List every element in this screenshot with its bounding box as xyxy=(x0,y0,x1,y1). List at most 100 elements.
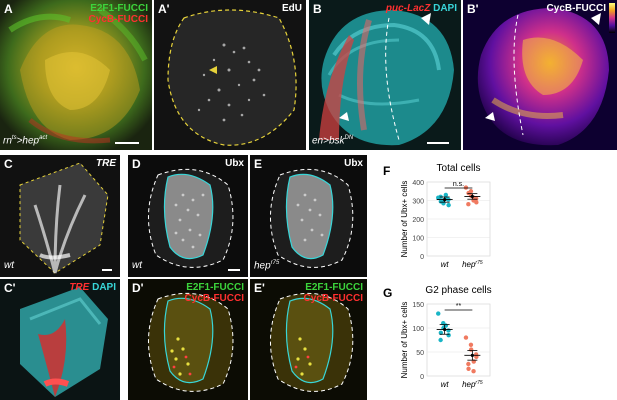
panel-a-channels: E2F1-FUCCI CycB-FUCCI xyxy=(89,3,148,25)
panel-a-prime: EdU A' xyxy=(154,0,306,150)
y-tick-label: 150 xyxy=(412,302,424,309)
y-tick-label: 100 xyxy=(412,326,424,333)
panel-b: puc-LacZ DAPI B en>bskDN xyxy=(309,0,461,150)
panel-label-f: F xyxy=(383,164,391,178)
data-point xyxy=(446,333,451,338)
channel-label-dapi: DAPI xyxy=(433,3,457,14)
panel-e-genotype: hepr75 xyxy=(254,259,280,271)
channel-label-cycb: CycB-FUCCI xyxy=(88,14,148,25)
panel-c-prime-image xyxy=(20,287,108,397)
panel-c-prime: TRE DAPI C' xyxy=(0,279,120,400)
panel-label-g: G xyxy=(383,286,393,300)
y-tick-label: 300 xyxy=(412,199,424,206)
panel-d: Ubx D wt xyxy=(128,155,248,277)
panel-b-image xyxy=(319,10,454,146)
x-tick-label: wt xyxy=(441,260,450,269)
mean-point xyxy=(470,194,474,199)
chart-title: G2 phase cells xyxy=(425,285,491,296)
channel-label-e2f1: E2F1-FUCCI xyxy=(90,3,148,14)
channel-label-e2f1: E2F1-FUCCI xyxy=(186,282,244,293)
panel-e-image xyxy=(270,168,354,268)
panel-label-b: B xyxy=(313,2,322,16)
panel-b-prime-channel: CycB-FUCCI xyxy=(546,3,606,14)
colorbar xyxy=(609,3,615,33)
channel-label-e2f1: E2F1-FUCCI xyxy=(305,282,363,293)
channel-label-dapi: DAPI xyxy=(92,282,116,293)
channel-label-tre: TRE xyxy=(69,282,90,293)
scale-bar xyxy=(228,269,240,271)
y-tick-label: 200 xyxy=(412,217,424,224)
panel-a-genotype: rnts>hepact xyxy=(3,134,48,146)
data-point xyxy=(463,185,469,190)
data-point xyxy=(443,192,449,198)
x-tick-label: hepr75 xyxy=(462,380,483,389)
panel-b-prime: CycB-FUCCI B' xyxy=(463,0,617,150)
panel-a: E2F1-FUCCI CycB-FUCCI A rnts>hepact xyxy=(0,0,152,150)
panel-d-prime-image xyxy=(148,292,234,392)
y-axis-label: Number of Ubx+ cells xyxy=(400,181,409,258)
y-tick-label: 0 xyxy=(420,374,424,381)
x-tick-label: hepr75 xyxy=(462,260,483,269)
panel-label-d-prime: D' xyxy=(132,281,144,295)
mean-point xyxy=(443,327,447,332)
channel-label-puc: puc-LacZ xyxy=(385,3,431,14)
panel-e-prime: E2F1-FUCCI CycB-FUCCI E' xyxy=(250,279,367,400)
data-point xyxy=(466,366,471,371)
panel-label-c: C xyxy=(4,157,13,171)
data-point xyxy=(466,190,471,196)
panel-c-prime-channels: TRE DAPI xyxy=(69,282,116,293)
panel-label-e-prime: E' xyxy=(254,281,265,295)
y-tick-label: 400 xyxy=(412,180,424,187)
channel-label-cycb: CycB-FUCCI xyxy=(303,293,363,304)
panel-d-prime-channels: E2F1-FUCCI CycB-FUCCI xyxy=(185,282,244,304)
panel-d-genotype: wt xyxy=(132,260,142,271)
panel-label-b-prime: B' xyxy=(467,2,479,16)
panel-a-prime-image xyxy=(167,9,297,146)
panel-b-genotype: en>bskDN xyxy=(312,134,354,146)
data-point xyxy=(466,361,471,367)
panel-a-image xyxy=(0,0,152,150)
panel-e: Ubx E hepr75 xyxy=(250,155,367,277)
y-tick-label: 0 xyxy=(420,254,424,261)
x-tick-sup: r75 xyxy=(475,380,482,386)
channel-label-cycb: CycB-FUCCI xyxy=(184,293,244,304)
data-point xyxy=(471,369,476,374)
panel-d-image xyxy=(148,168,234,268)
panel-c-image xyxy=(19,162,109,274)
y-tick-label: 100 xyxy=(412,236,424,243)
panel-label-a: A xyxy=(4,2,13,16)
panel-label-a-prime: A' xyxy=(158,2,170,16)
mean-point xyxy=(443,197,447,202)
data-point xyxy=(436,311,441,316)
panel-e-channel: Ubx xyxy=(344,158,363,169)
data-point xyxy=(438,337,443,343)
significance-label: ** xyxy=(456,303,462,310)
significance-label: n.s. xyxy=(453,181,464,188)
panel-b-channels: puc-LacZ DAPI xyxy=(386,3,457,14)
panel-d-channel: Ubx xyxy=(225,158,244,169)
x-tick-label: wt xyxy=(441,380,450,389)
data-point xyxy=(468,342,474,347)
scale-bar xyxy=(427,142,449,144)
panel-b-prime-image xyxy=(477,8,609,146)
data-point xyxy=(446,328,451,333)
panel-c: TRE C wt xyxy=(0,155,120,277)
y-tick-label: 50 xyxy=(416,350,424,357)
plot-area xyxy=(426,303,491,377)
panel-e-prime-image xyxy=(270,292,354,392)
panel-d-prime: E2F1-FUCCI CycB-FUCCI D' xyxy=(128,279,248,400)
data-point xyxy=(463,335,469,340)
scale-bar xyxy=(102,269,112,271)
chart-title: Total cells xyxy=(437,163,481,174)
panel-e-prime-channels: E2F1-FUCCI CycB-FUCCI xyxy=(304,282,363,304)
panel-label-c-prime: C' xyxy=(4,281,16,295)
panel-c-channel: TRE xyxy=(96,158,116,169)
x-tick-sup: r75 xyxy=(475,260,482,266)
scale-bar xyxy=(115,142,139,144)
data-point xyxy=(446,202,451,208)
panel-label-e: E xyxy=(254,157,263,171)
panel-c-genotype: wt xyxy=(4,260,14,271)
panel-label-d: D xyxy=(132,157,141,171)
